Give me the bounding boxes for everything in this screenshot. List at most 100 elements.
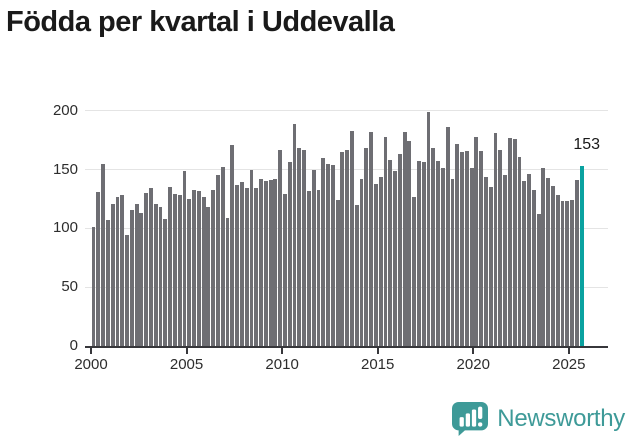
bar [283, 194, 287, 346]
bar [488, 187, 493, 346]
x-axis-label-2005: 2005 [169, 356, 204, 373]
bar [297, 148, 302, 346]
bar [235, 184, 240, 346]
bar [249, 169, 254, 346]
bar [450, 178, 455, 346]
bar [373, 183, 378, 346]
bar [527, 174, 531, 346]
x-axis-line [85, 346, 608, 348]
bar [125, 235, 129, 346]
bar [393, 170, 397, 346]
bar [287, 162, 292, 346]
y-axis-label-0: 0 [69, 337, 78, 354]
bar [551, 186, 555, 346]
bar [484, 176, 488, 346]
bar [507, 137, 512, 346]
bar [216, 175, 220, 346]
bar [560, 201, 565, 346]
bar [364, 148, 369, 346]
bar [517, 156, 522, 346]
bar [479, 150, 484, 346]
bar [278, 149, 283, 346]
bar [273, 178, 278, 346]
bar [407, 141, 412, 346]
x-axis-label-2000: 2000 [74, 356, 108, 373]
y-axis-label-50: 50 [61, 278, 78, 296]
bar [139, 213, 144, 346]
bar [201, 196, 206, 346]
bar [134, 203, 139, 346]
bar [144, 193, 149, 346]
bar [469, 168, 474, 346]
x-axis-tick-2005 [185, 348, 188, 354]
bar [565, 201, 570, 346]
page-title: Födda per kvartal i Uddevalla [6, 6, 395, 38]
bar [383, 136, 388, 346]
bar [239, 182, 244, 346]
bar [96, 191, 101, 346]
bar [330, 164, 335, 346]
bar [445, 127, 450, 346]
x-axis-label-2025: 2025 [552, 356, 586, 373]
bar [321, 157, 326, 346]
bar [172, 194, 177, 346]
bar [493, 133, 498, 346]
x-axis-label-2020: 2020 [456, 356, 490, 373]
bar [120, 195, 125, 346]
bar [182, 170, 187, 346]
bar [474, 136, 479, 346]
bar [340, 151, 345, 346]
bar [421, 162, 426, 346]
bar [302, 149, 307, 346]
y-axis-label-150: 150 [52, 160, 78, 178]
bar [397, 154, 402, 346]
newsworthy-logo-icon [451, 401, 489, 437]
bar [163, 218, 168, 346]
bar [402, 131, 407, 346]
bar [412, 196, 417, 346]
x-axis-tick-2015 [376, 348, 379, 354]
bar [503, 175, 508, 346]
gridline-200 [85, 110, 608, 112]
bar [354, 204, 359, 346]
bar [149, 188, 153, 346]
bar [153, 203, 158, 346]
bar-chart: 0 50 100 150 200 2000 2005 2010 2015 2020 2025 153 [52, 102, 608, 373]
bar [512, 138, 517, 346]
bar [311, 169, 316, 346]
bar [388, 160, 393, 346]
bar [436, 161, 441, 346]
bar [326, 163, 330, 346]
bar [115, 196, 120, 346]
bar [536, 214, 541, 346]
bar [345, 149, 350, 346]
bar [192, 189, 196, 346]
bar [254, 188, 259, 346]
bar [187, 198, 192, 346]
bar [220, 167, 225, 346]
x-axis-tick-2025 [567, 348, 570, 354]
bar [426, 111, 431, 346]
bar [211, 189, 216, 346]
bar [335, 200, 340, 346]
bar [555, 195, 560, 346]
bar [440, 168, 445, 346]
bar [168, 187, 173, 346]
bar [464, 150, 469, 346]
x-axis-tick-2020 [472, 348, 475, 354]
bar [244, 188, 249, 346]
bar [541, 168, 546, 346]
bar [268, 180, 273, 346]
x-axis-tick-2000 [90, 348, 92, 354]
bar [455, 143, 460, 346]
newsworthy-logo-text: Newsworthy [497, 405, 625, 432]
bar [316, 189, 321, 346]
highlight-value-label: 153 [573, 136, 601, 153]
bar [263, 181, 268, 346]
bar [350, 130, 354, 346]
bar [230, 144, 235, 346]
bar [225, 217, 230, 346]
newsworthy-branding[interactable]: Newsworthy [451, 401, 625, 437]
bar [158, 207, 163, 346]
bar [460, 151, 464, 346]
